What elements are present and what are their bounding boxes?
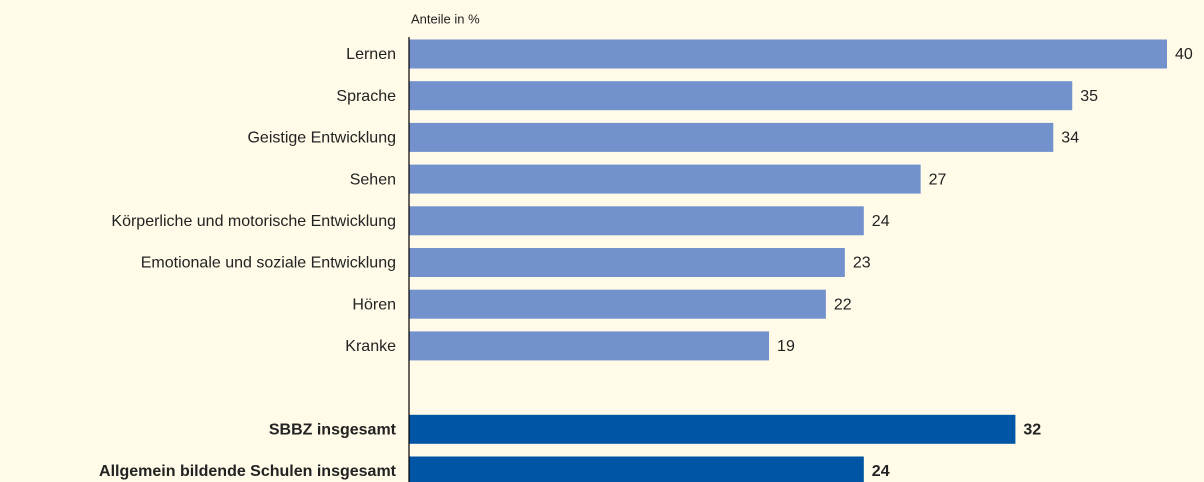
bar xyxy=(409,248,845,277)
y-tick-label: Kranke xyxy=(345,338,396,355)
bar xyxy=(409,122,1054,152)
value-label: 35 xyxy=(1080,88,1098,105)
value-label: 19 xyxy=(777,338,795,355)
axis-label: Anteile in % xyxy=(411,11,480,26)
value-label: 24 xyxy=(872,213,890,230)
y-tick-label: Sehen xyxy=(350,171,396,188)
y-tick-label: Sprache xyxy=(336,88,396,105)
value-label: 32 xyxy=(1023,422,1041,439)
y-tick-label: Körperliche und motorische Entwicklung xyxy=(111,213,396,230)
y-tick-label: Hören xyxy=(352,296,396,313)
y-tick-label: Lernen xyxy=(346,46,396,63)
bar xyxy=(409,81,1073,111)
y-tick-label: Emotionale und soziale Entwicklung xyxy=(141,255,396,272)
y-tick-label: Geistige Entwicklung xyxy=(247,130,396,147)
value-label: 24 xyxy=(872,463,890,480)
y-tick-label: Allgemein bildende Schulen insgesamt xyxy=(99,463,397,480)
value-label: 40 xyxy=(1175,46,1193,63)
y-tick-label: SBBZ insgesamt xyxy=(269,422,397,439)
bar xyxy=(409,289,826,319)
bar xyxy=(409,414,1016,444)
bar xyxy=(409,331,770,361)
bar xyxy=(409,164,921,194)
value-label: 27 xyxy=(929,171,947,188)
value-label: 22 xyxy=(834,296,852,313)
value-label: 23 xyxy=(853,255,871,272)
bar xyxy=(409,206,864,236)
value-label: 34 xyxy=(1061,130,1079,147)
bar xyxy=(409,456,864,482)
bar xyxy=(409,39,1167,69)
